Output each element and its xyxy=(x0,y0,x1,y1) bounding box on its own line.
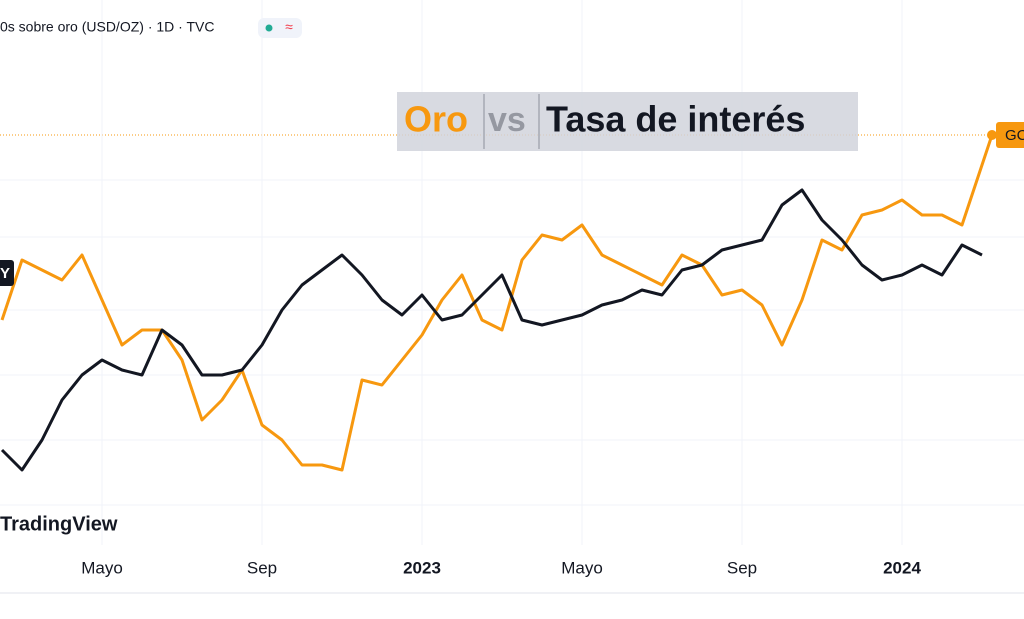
series-line xyxy=(0,188,983,472)
h-grid xyxy=(0,179,1024,506)
legend-label: GC xyxy=(1005,127,1024,144)
title-bg xyxy=(397,92,858,151)
x-tick-label: Sep xyxy=(247,558,277,577)
series-line xyxy=(0,134,994,472)
watermark: TradingView xyxy=(0,513,118,535)
legend-label: Y xyxy=(0,265,10,282)
x-tick-label: 2024 xyxy=(883,558,921,577)
x-tick-label: Mayo xyxy=(81,558,123,577)
header: 0s sobre oro (USD/OZ) · 1D · TVC xyxy=(0,19,214,35)
last-point xyxy=(987,130,997,140)
title-overlay: Oro vs Tasa de interés xyxy=(397,92,858,151)
badge: ≈ xyxy=(285,19,293,35)
title-part: Oro xyxy=(404,99,468,140)
legend-tag xyxy=(0,260,14,286)
legend-tag xyxy=(996,122,1024,148)
title-part: vs xyxy=(488,101,526,139)
x-tick-label: Mayo xyxy=(561,558,603,577)
badge-bg xyxy=(258,18,302,38)
x-tick-label: Sep xyxy=(727,558,757,577)
status-dot xyxy=(265,24,273,32)
title-part: Tasa de interés xyxy=(546,99,805,140)
x-tick-label: 2023 xyxy=(403,558,441,577)
